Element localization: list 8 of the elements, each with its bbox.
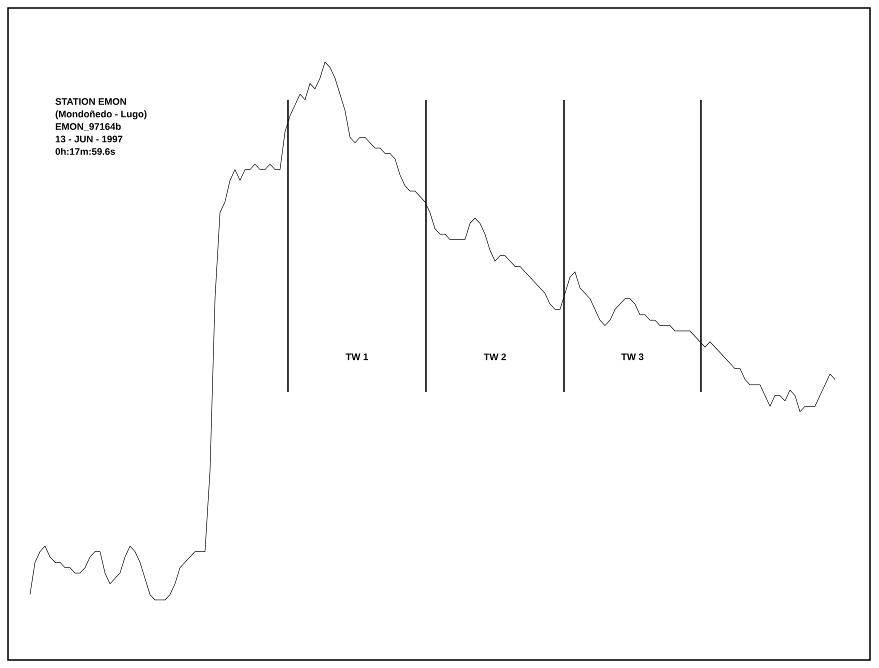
annotation: TW 2: [484, 353, 506, 360]
annotation: 13 - JUN - 1997: [56, 136, 122, 142]
annotation: (Mondoñedo - Lugo): [56, 110, 147, 120]
annotation: 0h:17m:59.6s: [56, 148, 115, 155]
annotation: STATION EMON: [55, 98, 126, 105]
annotation: TW 1: [346, 354, 368, 360]
annotation: TW 3: [621, 353, 644, 360]
annotation: EMON_97164b: [56, 122, 121, 131]
